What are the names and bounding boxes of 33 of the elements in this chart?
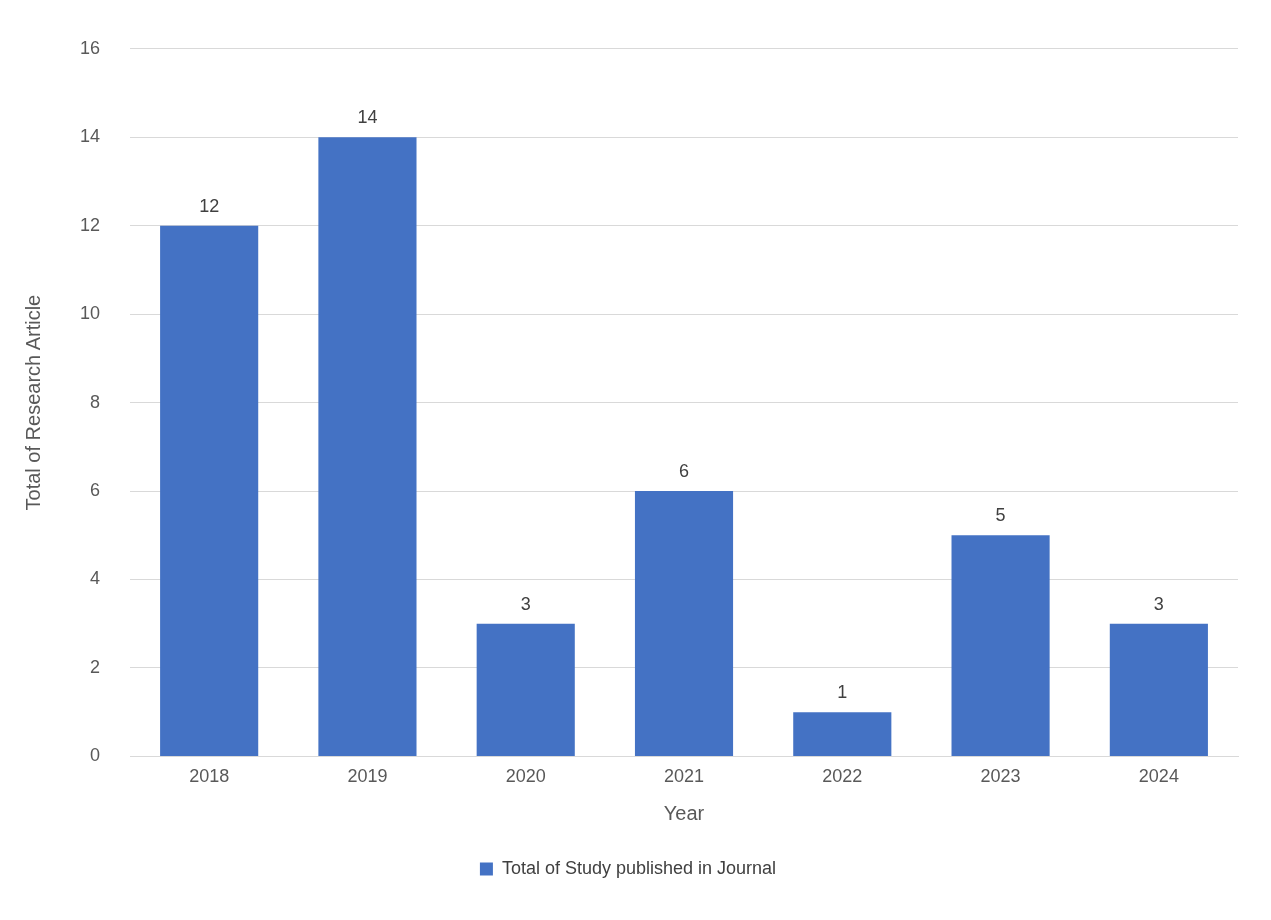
bar — [476, 623, 575, 756]
y-tick-label: 6 — [90, 480, 101, 501]
data-label: 3 — [520, 593, 531, 614]
legend-label: Total of Study published in Journal — [501, 857, 777, 878]
data-label: 5 — [995, 505, 1006, 526]
data-label: 3 — [1153, 593, 1164, 614]
y-tick-label: 8 — [90, 391, 101, 412]
bar — [951, 535, 1050, 756]
y-tick-label: 0 — [90, 745, 101, 766]
y-tick-label: 14 — [79, 126, 101, 147]
x-tick-label: 2018 — [189, 766, 230, 787]
y-tick-label: 10 — [79, 303, 101, 324]
y-tick-label: 16 — [79, 37, 101, 58]
y-tick-label: 4 — [90, 568, 101, 589]
bar — [318, 137, 417, 756]
x-tick-label: 2022 — [822, 766, 863, 787]
y-axis-title: Total of Research Article — [21, 294, 44, 511]
x-tick-label: 2019 — [347, 766, 388, 787]
data-label: 14 — [357, 107, 378, 128]
bar — [160, 225, 259, 756]
bar — [1109, 623, 1208, 756]
y-tick-label: 12 — [79, 214, 101, 235]
x-tick-label: 2023 — [980, 766, 1021, 787]
x-tick-label: 2021 — [663, 766, 705, 787]
data-label: 12 — [199, 195, 220, 216]
x-axis-title: Year — [663, 801, 705, 824]
y-tick-label: 2 — [90, 656, 101, 677]
bar — [634, 491, 734, 756]
data-label: 6 — [679, 461, 690, 482]
data-label: 1 — [837, 682, 848, 703]
x-tick-label: 2020 — [505, 766, 546, 787]
x-tick-label: 2024 — [1138, 766, 1179, 787]
bar — [793, 712, 892, 756]
